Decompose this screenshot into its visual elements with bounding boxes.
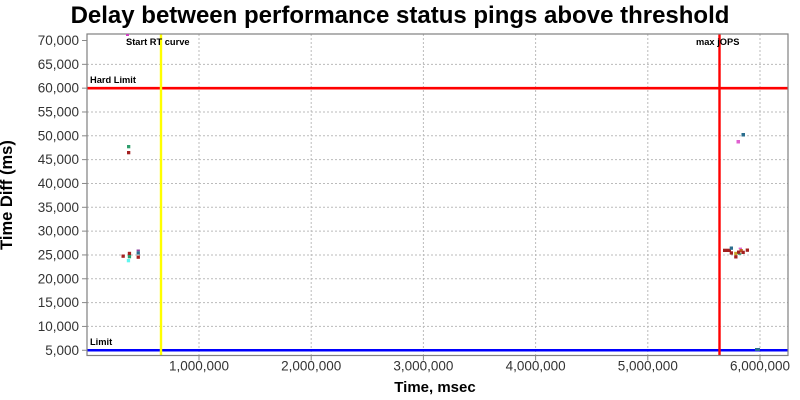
- svg-text:Limit: Limit: [90, 337, 112, 347]
- svg-text:35,000: 35,000: [38, 200, 79, 215]
- svg-text:Start RT curve: Start RT curve: [126, 37, 190, 47]
- svg-text:2,000,000: 2,000,000: [281, 359, 341, 374]
- svg-text:20,000: 20,000: [38, 271, 79, 286]
- svg-text:max jOPS: max jOPS: [696, 37, 739, 47]
- svg-text:40,000: 40,000: [38, 176, 79, 191]
- svg-text:55,000: 55,000: [38, 105, 79, 120]
- svg-text:30,000: 30,000: [38, 224, 79, 239]
- svg-text:10,000: 10,000: [38, 319, 79, 334]
- svg-text:5,000,000: 5,000,000: [618, 359, 678, 374]
- svg-text:1,000,000: 1,000,000: [169, 359, 229, 374]
- svg-text:4,000,000: 4,000,000: [506, 359, 566, 374]
- svg-text:70,000: 70,000: [38, 33, 79, 48]
- svg-text:Time Diff (ms): Time Diff (ms): [0, 140, 16, 250]
- svg-text:50,000: 50,000: [38, 128, 79, 143]
- svg-text:Hard Limit: Hard Limit: [90, 75, 136, 85]
- svg-text:3,000,000: 3,000,000: [393, 359, 453, 374]
- svg-text:60,000: 60,000: [38, 81, 79, 96]
- svg-text:65,000: 65,000: [38, 57, 79, 72]
- svg-text:6,000,000: 6,000,000: [730, 359, 790, 374]
- svg-text:5,000: 5,000: [45, 343, 79, 358]
- svg-text:15,000: 15,000: [38, 295, 79, 310]
- svg-text:Time, msec: Time, msec: [394, 379, 475, 396]
- svg-text:45,000: 45,000: [38, 152, 79, 167]
- svg-text:25,000: 25,000: [38, 248, 79, 263]
